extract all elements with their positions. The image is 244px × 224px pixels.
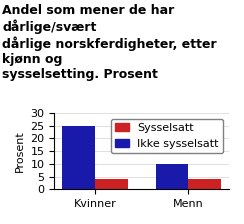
Legend: Sysselsatt, Ikke sysselsatt: Sysselsatt, Ikke sysselsatt [111, 119, 224, 153]
Bar [95, 179, 128, 189]
Y-axis label: Prosent: Prosent [15, 130, 25, 172]
Bar [156, 164, 188, 189]
Bar [62, 126, 95, 189]
Bar [188, 179, 221, 189]
Text: Andel som mener de har dårlige/svært
dårlige norskferdigheter, etter kjønn og
sy: Andel som mener de har dårlige/svært dår… [2, 4, 217, 81]
